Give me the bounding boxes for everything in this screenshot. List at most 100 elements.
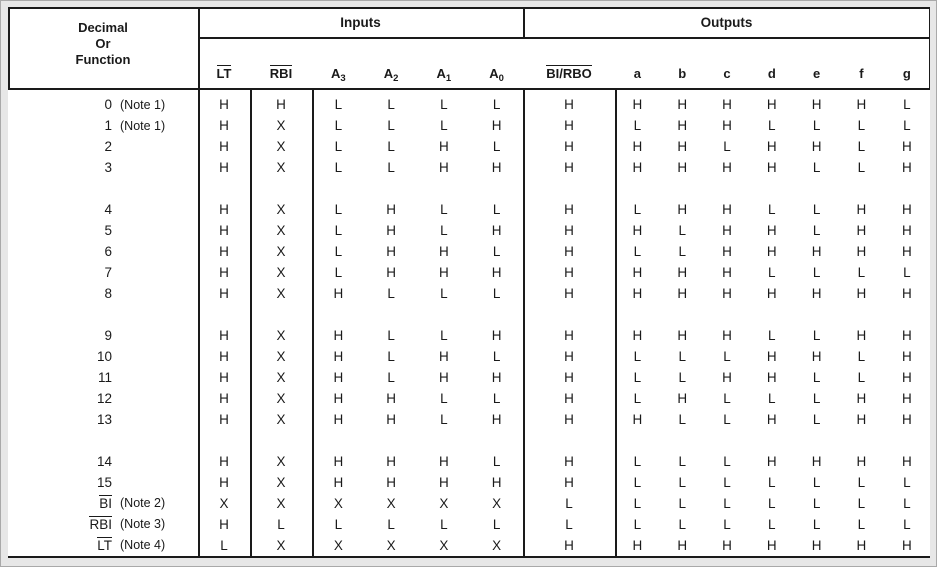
- cell-a0: L: [492, 202, 501, 217]
- cell-rbi: X: [276, 328, 286, 343]
- cell-e: H: [811, 454, 822, 469]
- cell-d: H: [766, 160, 777, 175]
- function-cell: 6: [8, 244, 198, 259]
- function-note: (Note 4): [120, 538, 166, 553]
- function-label: 9: [104, 328, 112, 343]
- cell-lt: H: [219, 454, 229, 469]
- cell-d: L: [768, 391, 776, 406]
- cell-bi-rbo: H: [564, 97, 574, 112]
- cell-g: H: [902, 349, 912, 364]
- cell-rbi: X: [276, 370, 286, 385]
- cell-f: H: [856, 202, 867, 217]
- cell-a1: H: [439, 349, 449, 364]
- function-cell: 1 (Note 1): [8, 118, 198, 133]
- cell-c: L: [723, 412, 731, 427]
- cell-a: H: [632, 265, 643, 280]
- function-cell: 7: [8, 265, 198, 280]
- cell-a3: L: [334, 244, 343, 259]
- cell-b: H: [677, 538, 688, 553]
- cell-a2: H: [386, 223, 396, 238]
- outputs-group-header: Outputs: [700, 15, 753, 30]
- cell-c: L: [723, 349, 731, 364]
- cell-lt: H: [219, 475, 229, 490]
- cell-g: H: [902, 328, 912, 343]
- cell-g: H: [902, 454, 912, 469]
- cell-a0: H: [491, 160, 502, 175]
- function-label: 4: [104, 202, 112, 217]
- column-header-bi-rbo: BI/RBO: [546, 65, 592, 81]
- function-column-title: Decimal Or Function: [8, 20, 198, 68]
- cell-f: L: [857, 160, 866, 175]
- cell-bi-rbo: H: [564, 370, 574, 385]
- cell-a1: L: [440, 286, 448, 301]
- cell-c: L: [723, 139, 731, 154]
- rule-group-divider: [198, 37, 930, 39]
- rule-inputs-outputs-header-divider: [523, 7, 525, 37]
- function-title-line-3: Function: [75, 52, 131, 67]
- cell-rbi: X: [276, 496, 286, 511]
- cell-a: L: [633, 349, 642, 364]
- function-cell: 10: [8, 349, 198, 364]
- cell-d: L: [768, 475, 776, 490]
- cell-f: L: [857, 496, 866, 511]
- cell-c: H: [722, 97, 732, 112]
- table-row: 1 (Note 1) H X L L L H H L H H L L L L: [8, 115, 930, 136]
- cell-f: H: [856, 454, 867, 469]
- cell-rbi: L: [277, 517, 285, 532]
- function-label: BI: [99, 495, 112, 512]
- cell-g: H: [902, 223, 912, 238]
- cell-a0: L: [492, 286, 501, 301]
- cell-d: H: [766, 349, 777, 364]
- cell-a0: H: [491, 475, 502, 490]
- cell-b: H: [677, 391, 688, 406]
- cell-a: L: [633, 391, 642, 406]
- cell-d: L: [768, 202, 776, 217]
- cell-d: H: [766, 286, 777, 301]
- cell-e: H: [811, 97, 822, 112]
- cell-a1: H: [439, 370, 449, 385]
- table-row: 6 H X L H H L H L L H H H H H: [8, 241, 930, 262]
- cell-rbi: X: [276, 538, 286, 553]
- cell-a1: H: [439, 265, 449, 280]
- function-label: 1: [104, 118, 112, 133]
- column-header-d: d: [767, 66, 776, 81]
- cell-a3: H: [333, 391, 344, 406]
- cell-bi-rbo: H: [564, 538, 574, 553]
- cell-b: L: [678, 517, 686, 532]
- cell-rbi: X: [276, 349, 286, 364]
- cell-d: H: [766, 244, 777, 259]
- cell-c: H: [722, 118, 732, 133]
- cell-d: H: [766, 139, 777, 154]
- cell-g: H: [902, 160, 912, 175]
- column-header-a1: A1: [436, 66, 452, 84]
- cell-b: L: [678, 370, 686, 385]
- cell-a: L: [633, 202, 642, 217]
- cell-rbi: X: [276, 475, 286, 490]
- function-cell: 11: [8, 370, 198, 385]
- cell-bi-rbo: H: [564, 265, 574, 280]
- cell-a2: H: [386, 454, 396, 469]
- cell-f: H: [856, 391, 867, 406]
- cell-lt: H: [219, 517, 229, 532]
- column-header-a2: A2: [383, 66, 399, 84]
- cell-g: L: [903, 265, 911, 280]
- cell-a3: H: [333, 370, 344, 385]
- cell-a1: H: [439, 244, 449, 259]
- function-title-line-2: Or: [95, 36, 111, 51]
- cell-lt: H: [219, 265, 229, 280]
- function-label: 7: [104, 265, 112, 280]
- cell-f: L: [857, 118, 866, 133]
- cell-a: L: [633, 517, 642, 532]
- cell-c: H: [722, 223, 732, 238]
- cell-d: L: [768, 265, 776, 280]
- cell-a1: L: [440, 97, 448, 112]
- cell-a0: L: [492, 244, 501, 259]
- cell-a3: X: [333, 538, 343, 553]
- cell-a2: H: [386, 475, 396, 490]
- cell-c: L: [723, 517, 731, 532]
- cell-a1: L: [440, 391, 448, 406]
- cell-g: H: [902, 202, 912, 217]
- column-header-a3: A3: [331, 66, 346, 84]
- cell-a3: L: [334, 223, 343, 238]
- inputs-group-header: Inputs: [340, 15, 381, 30]
